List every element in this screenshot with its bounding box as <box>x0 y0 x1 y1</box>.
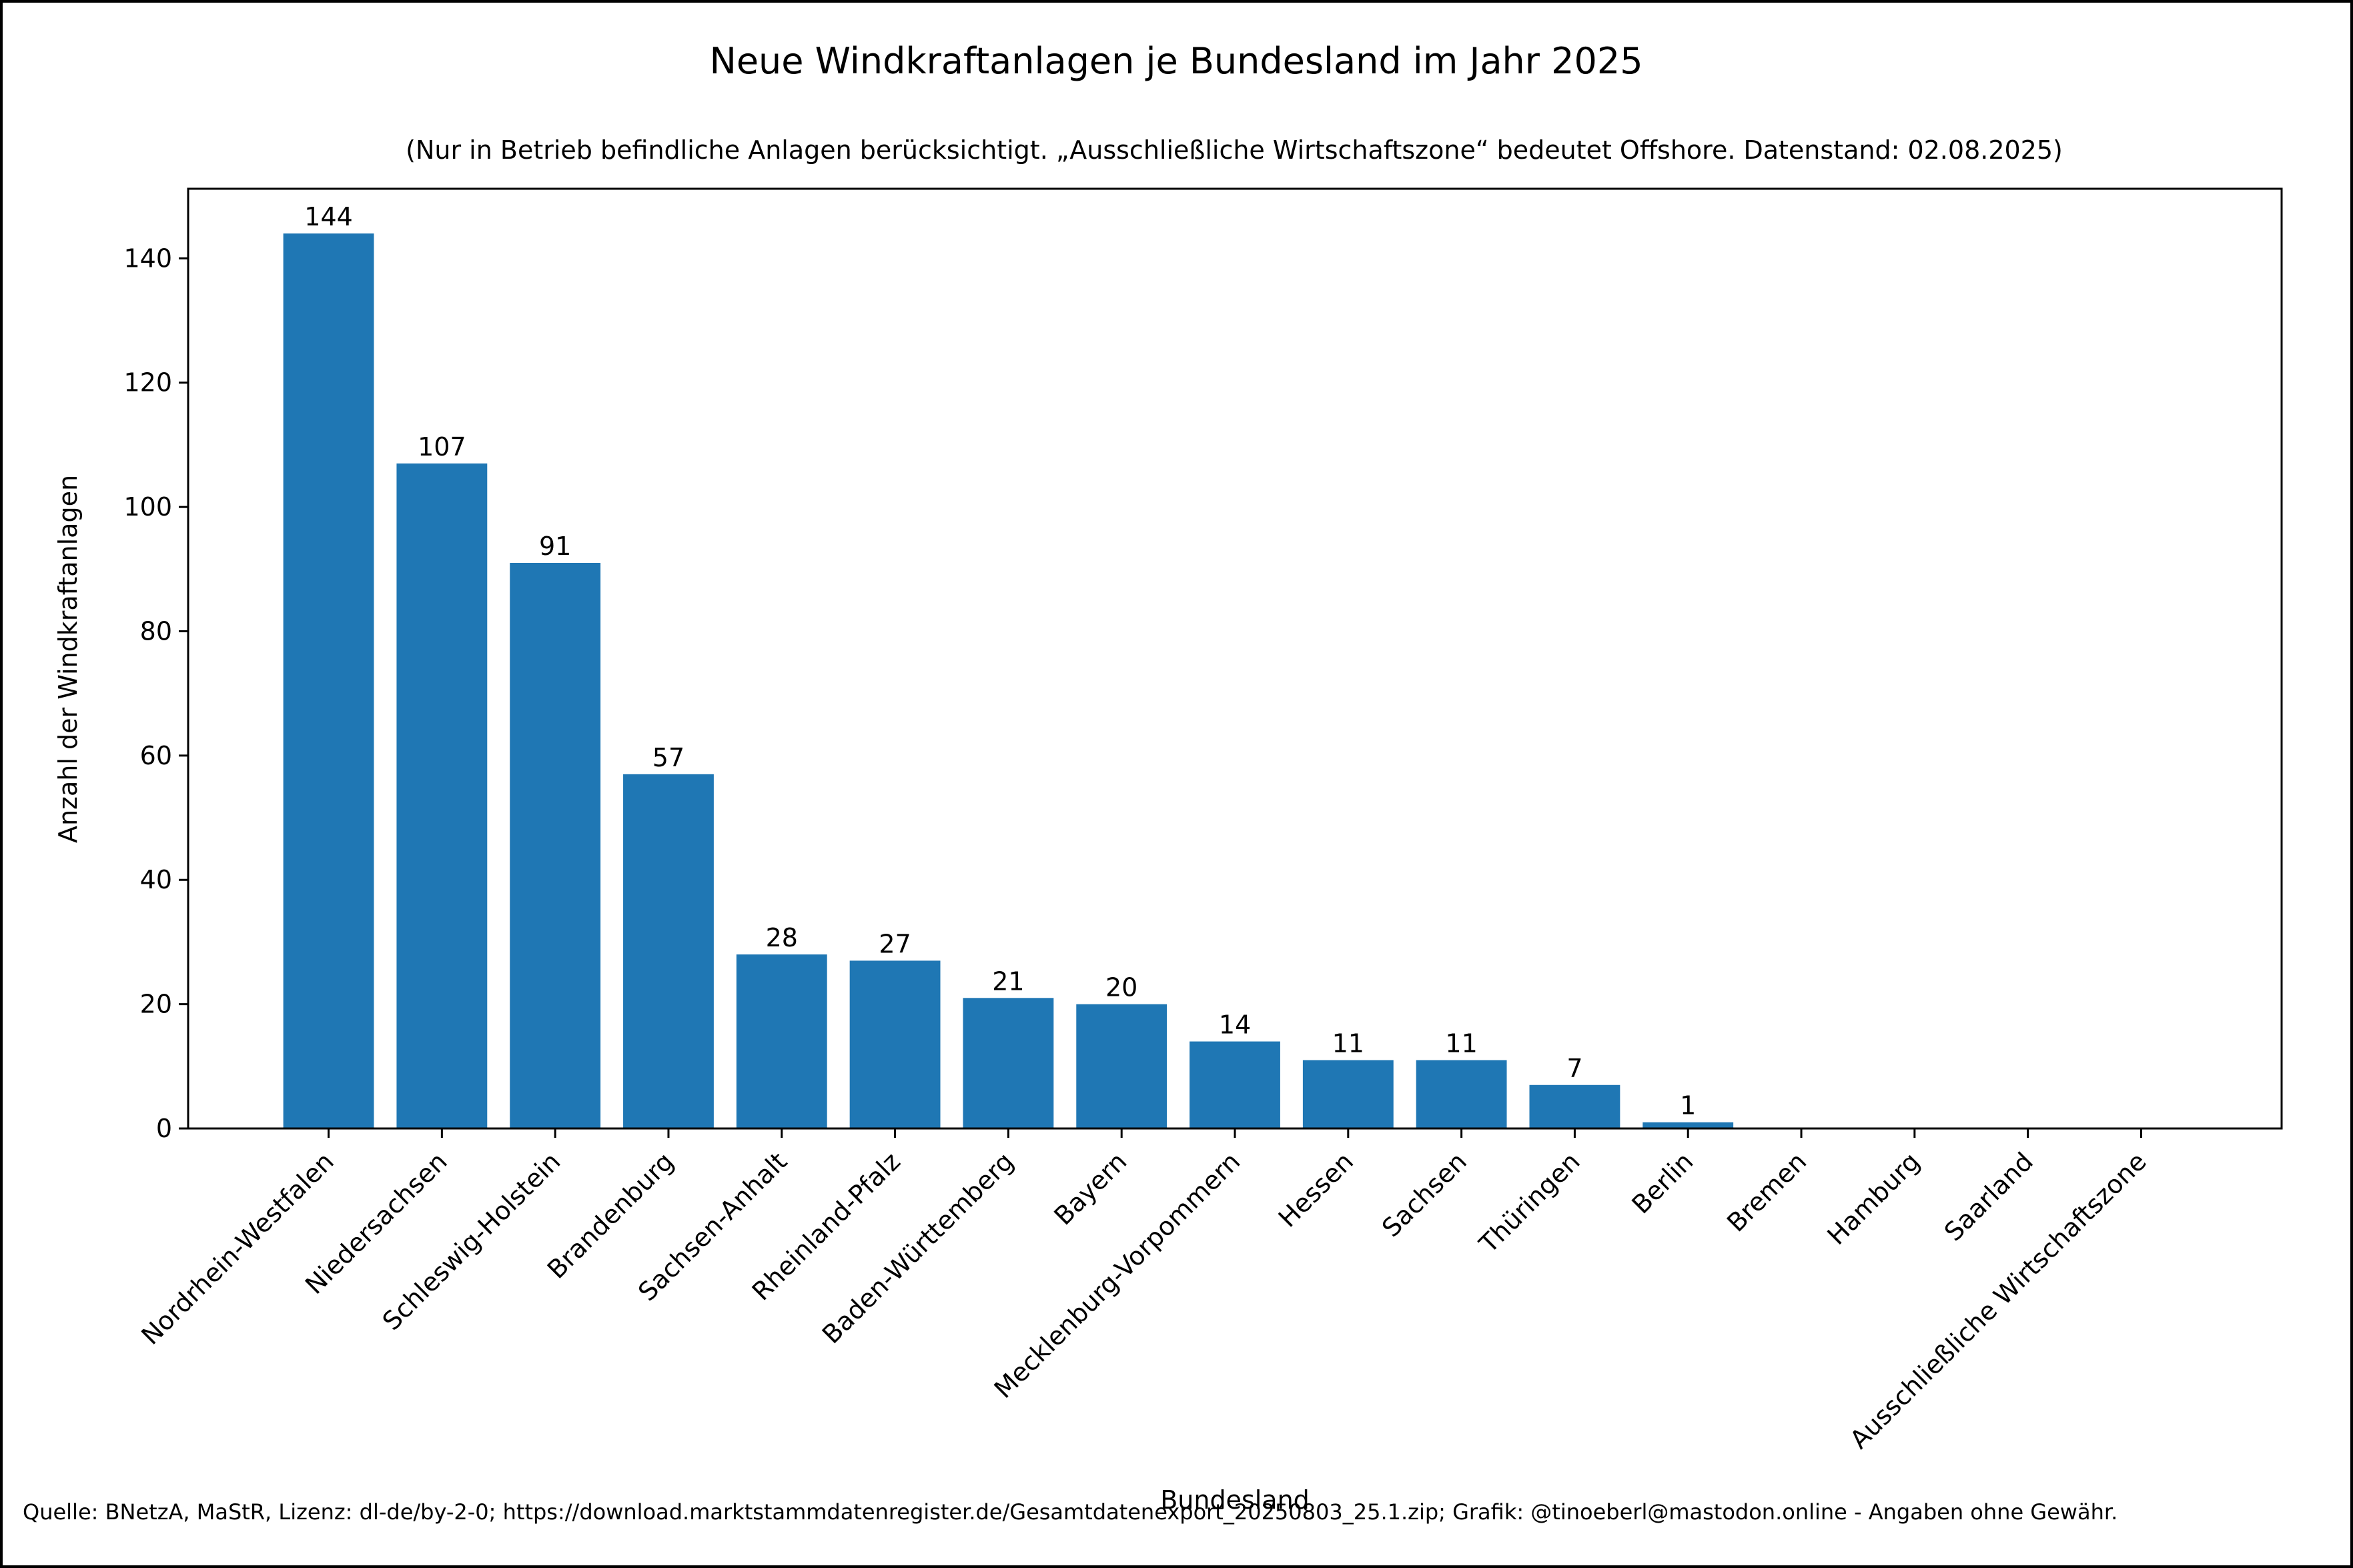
y-tick-label: 40 <box>140 865 172 894</box>
bar <box>849 960 941 1128</box>
y-tick-label: 60 <box>140 741 172 770</box>
bar <box>963 998 1054 1128</box>
bar-value-label: 7 <box>1566 1054 1582 1083</box>
source-footer: Quelle: BNetzA, MaStR, Lizenz: dl-de/by-… <box>23 1499 2117 1525</box>
bar-value-label: 57 <box>652 743 684 772</box>
y-tick-label: 80 <box>140 616 172 646</box>
chart-subtitle: (Nur in Betrieb befindliche Anlagen berü… <box>406 135 2063 165</box>
bar-value-label: 20 <box>1105 973 1137 1002</box>
bar-value-label: 28 <box>766 923 798 952</box>
y-tick-label: 100 <box>123 492 172 522</box>
bar <box>736 954 827 1128</box>
bar-value-label: 27 <box>879 929 911 958</box>
bar <box>283 233 374 1129</box>
bar-value-label: 107 <box>418 432 466 462</box>
bar <box>1190 1041 1280 1128</box>
bar <box>623 774 714 1128</box>
y-tick-label: 0 <box>156 1114 172 1143</box>
bar-value-label: 144 <box>304 202 353 231</box>
bar-value-label: 91 <box>539 532 571 561</box>
bar <box>1642 1122 1734 1128</box>
axes-frame <box>187 187 2283 1130</box>
bar <box>510 562 601 1128</box>
x-axis-label: Bundesland <box>1160 1485 1310 1515</box>
bar-value-label: 21 <box>992 966 1024 996</box>
bar <box>1416 1060 1507 1128</box>
bar-value-label: 11 <box>1445 1028 1477 1058</box>
bar <box>1076 1004 1167 1128</box>
bar-value-label: 1 <box>1680 1091 1696 1120</box>
y-tick-label: 120 <box>123 368 172 398</box>
bar <box>1302 1060 1394 1128</box>
bar <box>1529 1084 1620 1128</box>
y-axis-label: Anzahl der Windkraftanlagen <box>53 475 83 843</box>
bar <box>396 463 488 1128</box>
y-tick-label: 20 <box>140 990 172 1019</box>
y-tick-label: 140 <box>123 243 172 273</box>
chart-title: Neue Windkraftanlagen je Bundesland im J… <box>709 40 1642 82</box>
bar-value-label: 11 <box>1332 1028 1364 1058</box>
bar-value-label: 14 <box>1219 1010 1251 1040</box>
